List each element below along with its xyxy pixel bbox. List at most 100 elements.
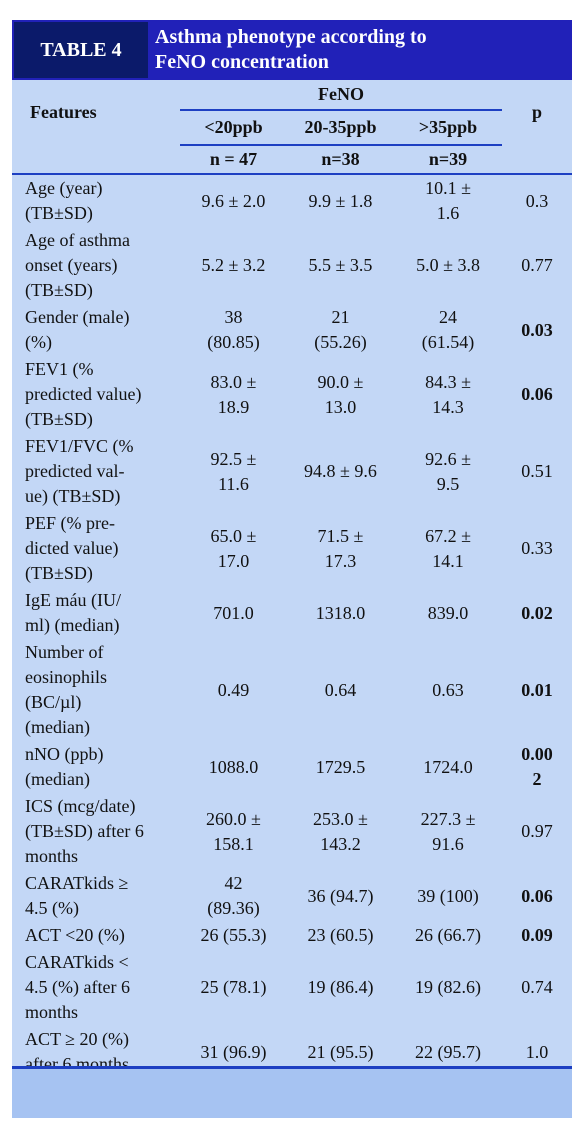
table-header: TABLE 4 Asthma phenotype according to Fe… — [12, 20, 572, 80]
value-cell: 5.0 ± 3.8 — [416, 255, 480, 275]
value-cell: 83.0 ± 18.9 — [210, 371, 257, 417]
table-head: Features FeNO p <20ppb 20-35ppb >35ppb n… — [12, 80, 573, 175]
p-value-cell: 0.33 — [521, 538, 553, 558]
feature-cell: nNO (ppb) (median) — [25, 744, 104, 789]
sample-size: n=38 — [287, 145, 394, 175]
value-cell: 1724.0 — [423, 756, 473, 777]
value-cell: 23 (60.5) — [307, 925, 374, 945]
value-cell: 84.3 ± 14.3 — [425, 371, 471, 417]
table-row: CARATkids < 4.5 (%) after 6 months 25 (78… — [12, 949, 572, 1026]
feature-cell: FEV1 (% predicted value) (TB±SD) — [25, 359, 142, 429]
table-footer — [12, 1066, 572, 1118]
value-cell: 31 (96.9) — [200, 1041, 267, 1062]
value-cell: 10.1 ± 1.6 — [425, 178, 471, 223]
value-cell: 39 (100) — [417, 885, 479, 906]
p-value-cell: 0.97 — [521, 821, 553, 841]
column-header: p — [532, 102, 543, 122]
value-cell: 22 (95.7) — [415, 1041, 481, 1062]
table-row: Age of asthma onset (years) (TB±SD) 5.2 ±… — [12, 227, 572, 304]
table-title: Asthma phenotype according to FeNO conce… — [155, 26, 427, 73]
value-cell: 26 (66.7) — [415, 925, 481, 945]
table-row: ICS (mcg/date) (TB±SD) after 6 months 260… — [12, 793, 572, 870]
group-header: FeNO — [180, 80, 503, 111]
p-value-cell: 0.06 — [521, 384, 553, 404]
table-row: ACT <20 (%) 26 (55.3) 23 (60.5) 26 (66.7) 0.… — [12, 922, 572, 949]
value-cell: 94.8 ± 9.6 — [304, 461, 377, 481]
value-cell: 227.3 ± 91.6 — [420, 808, 476, 854]
value-cell: 253.0 ± 143.2 — [313, 808, 368, 854]
value-cell: 21 (95.5) — [307, 1041, 374, 1062]
feature-cell: FEV1/FVC (% predicted val- ue) (TB±SD) — [25, 436, 134, 506]
feature-cell: Number of eosinophils (BC/µl) (median) — [25, 642, 108, 737]
value-cell: 0.49 — [217, 679, 250, 700]
table-row: CARATkids ≥ 4.5 (%) 42 (89.36) 36 (94.7) 39… — [12, 870, 572, 922]
value-cell: 5.5 ± 3.5 — [308, 255, 373, 275]
value-cell: 42 (89.36) — [207, 873, 260, 918]
value-cell: 0.64 — [324, 679, 357, 700]
value-cell: 38 (80.85) — [207, 307, 260, 352]
value-cell: 24 (61.54) — [421, 307, 475, 352]
data-table: Features FeNO p <20ppb 20-35ppb >35ppb n… — [12, 80, 573, 1078]
p-value-cell: 0.3 — [525, 190, 549, 211]
feature-cell: Gender (male) (%) — [25, 307, 130, 352]
feature-cell: PEF (% pre- dicted value) (TB±SD) — [25, 513, 119, 583]
table-label: TABLE 4 — [14, 22, 148, 78]
value-cell: 5.2 ± 3.2 — [201, 255, 266, 275]
value-cell: 9.9 ± 1.8 — [308, 190, 373, 211]
value-cell: 92.6 ± 9.5 — [425, 448, 471, 494]
value-cell: 0.63 — [432, 679, 464, 700]
feature-cell: ICS (mcg/date) (TB±SD) after 6 months — [25, 796, 144, 866]
value-cell: 25 (78.1) — [200, 977, 267, 997]
table-row: Age (year) (TB±SD) 9.6 ± 2.0 9.9 ± 1.8 10.1… — [12, 174, 572, 227]
feature-cell: ACT <20 (%) — [25, 925, 125, 945]
table-row: FEV1 (% predicted value) (TB±SD) 83.0 ± 1… — [12, 356, 572, 433]
sample-size: n=39 — [394, 145, 503, 175]
column-header: >35ppb — [394, 110, 503, 146]
value-cell: 19 (86.4) — [307, 977, 374, 997]
table-row: PEF (% pre- dicted value) (TB±SD) 65.0 ± … — [12, 510, 572, 587]
p-value-cell: 0.00 2 — [521, 744, 553, 789]
feature-cell: Age of asthma onset (years) (TB±SD) — [25, 230, 130, 300]
p-value-cell: 0.02 — [521, 602, 553, 623]
p-value-cell: 0.06 — [521, 885, 553, 906]
p-value-cell: 0.77 — [521, 255, 553, 275]
p-value-cell: 0.03 — [521, 319, 553, 340]
table-row: IgE máu (IU/ ml) (median) 701.0 1318.0 839.… — [12, 587, 572, 639]
value-cell: 67.2 ± 14.1 — [425, 525, 471, 571]
feature-cell: CARATkids ≥ 4.5 (%) — [25, 873, 129, 918]
p-value-cell: 1.0 — [525, 1041, 549, 1062]
table-row: nNO (ppb) (median) 1088.0 1729.5 1724.0 0.00… — [12, 741, 572, 793]
p-value-cell: 0.01 — [521, 679, 553, 700]
p-value-cell: 0.74 — [521, 977, 553, 997]
column-header: <20ppb — [180, 110, 287, 146]
column-header: 20-35ppb — [287, 110, 394, 146]
table-card: TABLE 4 Asthma phenotype according to Fe… — [12, 20, 573, 1118]
table-row: Gender (male) (%) 38 (80.85) 21 (55.26) 24 … — [12, 304, 572, 356]
value-cell: 260.0 ± 158.1 — [206, 808, 261, 854]
sample-size: n = 47 — [180, 145, 287, 175]
feature-cell: IgE máu (IU/ ml) (median) — [25, 590, 121, 635]
value-cell: 65.0 ± 17.0 — [210, 525, 257, 571]
table-row: ACT ≥ 20 (%) after 6 months 31 (96.9) 21 (… — [12, 1026, 572, 1078]
value-cell: 701.0 — [213, 602, 254, 623]
value-cell: 1729.5 — [315, 756, 366, 777]
value-cell: 90.0 ± 13.0 — [317, 371, 364, 417]
feature-cell: Age (year) (TB±SD) — [25, 178, 103, 223]
column-header: Features — [30, 102, 97, 122]
table-row: FEV1/FVC (% predicted val- ue) (TB±SD) 92… — [12, 433, 572, 510]
value-cell: 71.5 ± 17.3 — [317, 525, 364, 571]
table-body: Age (year) (TB±SD) 9.6 ± 2.0 9.9 ± 1.8 10.1… — [12, 174, 572, 1078]
value-cell: 92.5 ± 11.6 — [210, 448, 257, 494]
feature-cell: CARATkids < 4.5 (%) after 6 months — [25, 952, 130, 1022]
value-cell: 1088.0 — [208, 756, 259, 777]
value-cell: 19 (82.6) — [415, 977, 481, 997]
value-cell: 1318.0 — [315, 602, 366, 623]
p-value-cell: 0.09 — [521, 925, 553, 945]
p-value-cell: 0.51 — [521, 461, 553, 481]
value-cell: 839.0 — [427, 602, 469, 623]
value-cell: 26 (55.3) — [200, 925, 267, 945]
table-row: Number of eosinophils (BC/µl) (median) 0.… — [12, 639, 572, 741]
value-cell: 36 (94.7) — [307, 885, 374, 906]
value-cell: 9.6 ± 2.0 — [201, 190, 266, 211]
value-cell: 21 (55.26) — [314, 307, 367, 352]
